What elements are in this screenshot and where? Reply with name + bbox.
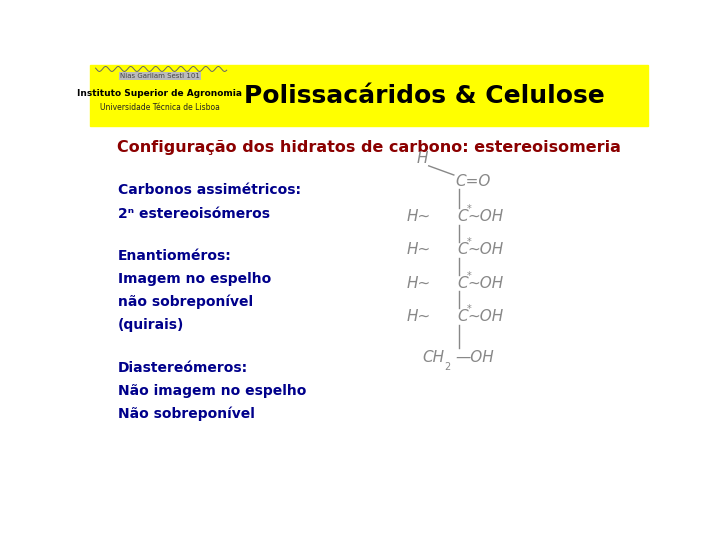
Text: C: C	[458, 209, 468, 224]
Text: ~OH: ~OH	[468, 309, 504, 324]
Text: não sobreponível: não sobreponível	[118, 294, 253, 309]
Text: C: C	[458, 309, 468, 324]
Text: Carbonos assimétricos:: Carbonos assimétricos:	[118, 183, 301, 197]
Text: *: *	[467, 204, 472, 214]
Text: Nias Garilam Sesti 101: Nias Garilam Sesti 101	[120, 73, 199, 79]
Text: Imagem no espelho: Imagem no espelho	[118, 272, 271, 286]
Text: Configuração dos hidratos de carbono: estereoisomeria: Configuração dos hidratos de carbono: es…	[117, 140, 621, 156]
Text: *: *	[467, 304, 472, 314]
Text: 2: 2	[444, 362, 451, 372]
Text: C: C	[458, 275, 468, 291]
Text: Não sobreponível: Não sobreponível	[118, 407, 255, 421]
Text: Instituto Superior de Agronomia: Instituto Superior de Agronomia	[77, 89, 242, 98]
Bar	[90, 65, 648, 126]
Text: (quirais): (quirais)	[118, 318, 184, 332]
Text: ~OH: ~OH	[468, 275, 504, 291]
Text: Não imagem no espelho: Não imagem no espelho	[118, 384, 306, 398]
Text: 2ⁿ estereoisómeros: 2ⁿ estereoisómeros	[118, 207, 270, 221]
Text: —OH: —OH	[456, 350, 494, 366]
Text: H~: H~	[406, 309, 431, 324]
Text: *: *	[467, 271, 472, 281]
Text: H~: H~	[406, 242, 431, 258]
Text: *: *	[467, 238, 472, 247]
Text: C=O: C=O	[456, 174, 491, 188]
Text: CH: CH	[422, 350, 444, 366]
Text: Polissacáridos & Celulose: Polissacáridos & Celulose	[244, 84, 606, 107]
Text: Universidade Técnica de Lisboa: Universidade Técnica de Lisboa	[100, 103, 220, 112]
Text: Enantioméros:: Enantioméros:	[118, 249, 232, 263]
Text: H~: H~	[406, 209, 431, 224]
Text: ~OH: ~OH	[468, 242, 504, 258]
Text: H: H	[416, 151, 428, 166]
Text: C: C	[458, 242, 468, 258]
Text: ~OH: ~OH	[468, 209, 504, 224]
Text: Diastereómeros:: Diastereómeros:	[118, 361, 248, 375]
Text: H~: H~	[406, 275, 431, 291]
